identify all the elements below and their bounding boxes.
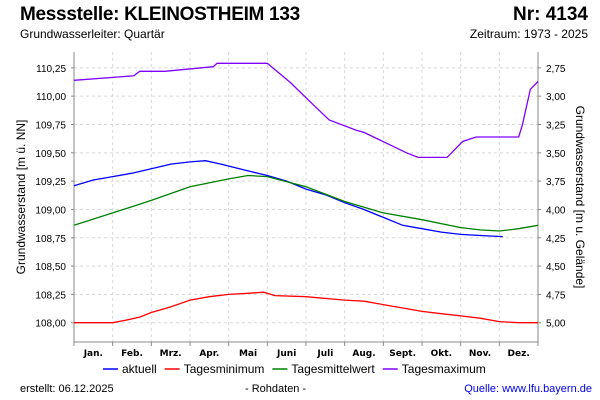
page-title: Messstelle: KLEINOSTHEIM 133 <box>20 4 300 25</box>
y-tick-label: 110,25 <box>36 64 66 75</box>
x-tick-label: Aug. <box>352 349 375 359</box>
y2-tick-label: 3,25 <box>546 121 566 132</box>
x-tick-label: Juni <box>276 349 296 359</box>
y-tick-label: 108,25 <box>35 290 66 301</box>
x-tick-label: Okt. <box>431 349 452 359</box>
x-tick-label: Juli <box>316 349 333 359</box>
y-tick-label: 108,50 <box>35 262 66 273</box>
y2-tick-label: 3,75 <box>546 177 566 188</box>
created-date: erstellt: 06.12.2025 <box>20 383 114 395</box>
legend-label-aktuell: aktuell <box>122 362 157 376</box>
y-axis-label: Grundwasserstand [m ü. NN] <box>14 120 28 275</box>
x-tick-label: Jan. <box>83 349 103 359</box>
y2-tick-label: 4,25 <box>546 234 566 245</box>
series-line-tagesmittelwert <box>73 174 539 232</box>
legend-label-tagesminimum: Tagesminimum <box>184 362 265 376</box>
x-tick-label: Apr. <box>199 349 219 359</box>
y-tick-label: 109,00 <box>35 205 66 216</box>
y2-axis-label: Grundwasserstand [m u. Gelände] <box>573 106 587 289</box>
source-link[interactable]: Quelle: www.lfu.bayern.de <box>464 383 592 395</box>
y-tick-label: 108,75 <box>35 234 66 245</box>
station-number: Nr: 4134 <box>513 4 588 25</box>
series-line-tagesminimum <box>74 291 538 324</box>
aquifer-label: Grundwasserleiter: Quartär <box>20 27 165 41</box>
period-label: Zeitraum: 1973 - 2025 <box>469 27 588 41</box>
y-tick-label: 109,75 <box>35 121 66 132</box>
y-tick-label: 109,25 <box>35 177 66 188</box>
y2-tick-label: 4,00 <box>546 205 566 216</box>
y2-tick-label: 2,75 <box>546 64 566 75</box>
x-tick-label: Mrz. <box>160 349 182 359</box>
series-line-tagesmaximum <box>73 62 539 159</box>
y2-tick-label: 5,00 <box>546 319 566 330</box>
x-tick-label: Mai <box>239 349 257 359</box>
y2-tick-label: 3,00 <box>546 92 566 103</box>
y-tick-label: 109,50 <box>35 149 66 160</box>
raw-data-note: - Rohdaten - <box>245 383 307 395</box>
x-tick-label: Dez. <box>508 349 530 359</box>
x-tick-label: Nov. <box>469 349 491 359</box>
y-tick-label: 108,00 <box>35 319 66 330</box>
legend-label-tagesmaximum: Tagesmaximum <box>402 362 486 376</box>
y2-tick-label: 3,50 <box>546 149 566 160</box>
y-tick-label: 110,00 <box>36 92 66 103</box>
x-tick-label: Feb. <box>121 349 143 359</box>
x-tick-label: Sept. <box>389 349 416 359</box>
y2-tick-label: 4,50 <box>546 262 566 273</box>
y2-tick-label: 4,75 <box>546 290 566 301</box>
legend-label-tagesmittelwert: Tagesmittelwert <box>291 362 375 376</box>
